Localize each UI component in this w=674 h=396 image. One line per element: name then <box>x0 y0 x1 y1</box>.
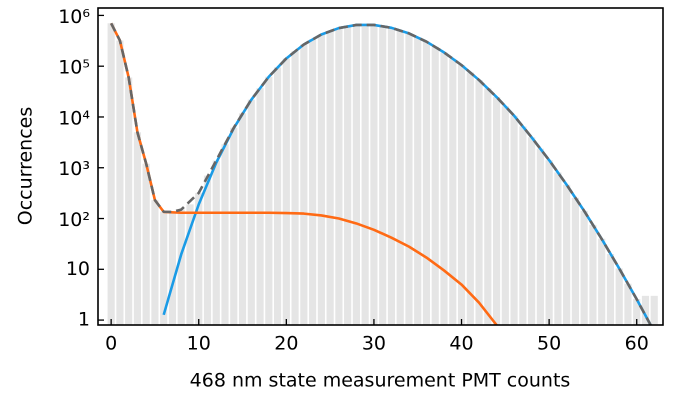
histogram-bar <box>501 106 509 325</box>
histogram-bar <box>282 58 290 325</box>
histogram-bar <box>186 204 194 325</box>
y-tick-label: 10⁶ <box>58 6 90 28</box>
histogram-bar <box>370 24 378 325</box>
histogram-bar <box>545 160 553 325</box>
histogram-bar <box>344 26 352 325</box>
histogram-bar <box>238 113 247 325</box>
histogram-bar <box>326 31 334 325</box>
histogram-bar <box>335 28 343 325</box>
x-tick-label: 40 <box>449 333 473 355</box>
histogram-bar <box>230 127 238 325</box>
x-axis-label: 468 nm state measurement PMT counts <box>190 370 571 392</box>
histogram-bar <box>633 299 641 325</box>
histogram-bar <box>142 163 150 325</box>
histogram-bar <box>379 26 387 325</box>
histogram-bar <box>414 37 422 325</box>
y-tick-label: 10³ <box>58 158 90 180</box>
histogram-bar <box>116 40 124 325</box>
histogram-bar <box>466 72 474 325</box>
histogram-bar <box>431 46 439 325</box>
histogram-bar <box>405 33 413 325</box>
histogram-bar <box>510 115 518 325</box>
x-tick-label: 30 <box>362 333 386 355</box>
histogram-bar <box>396 30 404 325</box>
histogram-bar <box>361 24 369 325</box>
x-tick-label: 60 <box>625 333 649 355</box>
histogram-bar <box>168 211 177 325</box>
histogram-bar <box>528 137 536 325</box>
histogram-bar <box>615 268 623 325</box>
histogram-bar <box>598 238 606 325</box>
histogram-bar <box>177 209 185 325</box>
histogram-bar <box>221 144 229 325</box>
histogram-bar <box>440 52 448 325</box>
histogram-bar <box>606 254 615 325</box>
y-tick-label: 10⁵ <box>58 57 90 79</box>
histogram-bar <box>309 39 317 325</box>
histogram-bar <box>151 200 159 325</box>
y-tick-label: 10 <box>66 258 90 280</box>
y-tick-label: 1 <box>78 309 90 331</box>
histogram-bar <box>256 88 264 325</box>
x-tick-label: 20 <box>274 333 298 355</box>
histogram-bar <box>563 184 571 325</box>
y-tick-label: 10² <box>58 209 90 231</box>
plot-frame <box>97 7 664 326</box>
fit-curve <box>109 22 653 325</box>
histogram-bar <box>352 24 360 325</box>
y-axis-label: Occurrences <box>15 107 37 226</box>
histogram-bar <box>457 65 466 325</box>
histogram-bar <box>203 175 212 325</box>
histogram-bar <box>580 210 588 325</box>
histogram-bar <box>449 58 457 325</box>
histogram-bar <box>650 295 658 325</box>
x-tick-label: 50 <box>537 333 561 355</box>
histogram-bar <box>641 295 650 325</box>
histogram-bar <box>475 80 483 325</box>
x-tick-label: 0 <box>105 333 117 355</box>
histogram-bar <box>519 126 527 325</box>
histogram-bar <box>160 211 168 325</box>
y-tick-label: 10⁴ <box>58 107 90 129</box>
histogram-bar <box>589 224 597 325</box>
histogram-bar <box>536 148 544 325</box>
histogram-bar <box>492 97 501 325</box>
histogram-bar <box>300 44 308 325</box>
histogram-bar <box>317 34 325 325</box>
histogram-bar <box>107 23 115 325</box>
histogram-bar <box>265 76 273 325</box>
x-tick-label: 10 <box>187 333 211 355</box>
histogram-bar <box>624 283 632 325</box>
bars <box>107 23 658 325</box>
histogram-bar <box>125 77 133 325</box>
histogram-bar <box>422 41 431 325</box>
histogram-bar <box>571 197 579 325</box>
histogram-bar <box>387 27 396 325</box>
histogram-bar <box>484 88 492 325</box>
histogram-bar <box>291 51 299 325</box>
histogram-bar <box>212 160 220 325</box>
curves <box>109 22 653 325</box>
histogram-bar <box>273 67 282 325</box>
histogram-bar <box>554 172 562 325</box>
histogram-bar <box>195 192 203 325</box>
histogram-bar <box>133 132 141 325</box>
